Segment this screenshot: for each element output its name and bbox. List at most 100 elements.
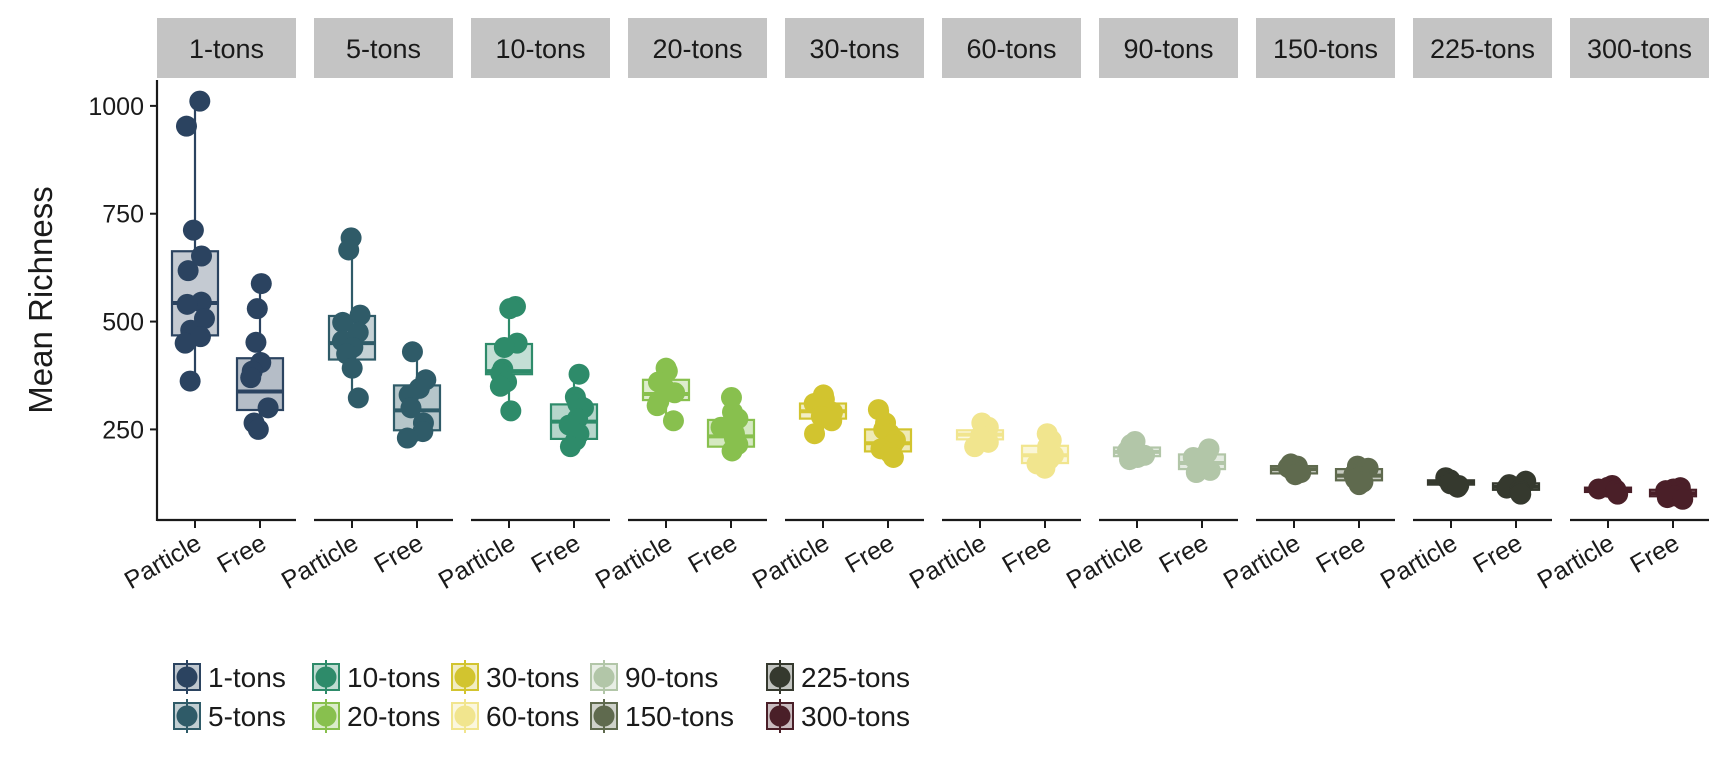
data-point <box>246 298 268 320</box>
data-point <box>821 410 843 432</box>
data-point <box>245 331 267 353</box>
facet-strip <box>1099 18 1238 78</box>
y-axis-label: Mean Richness <box>22 186 59 413</box>
legend-item: 225-tons <box>766 660 910 694</box>
facet-strip-label: 225-tons <box>1430 34 1535 64</box>
facet-strip-label: 300-tons <box>1587 34 1692 64</box>
data-point <box>347 387 369 409</box>
facet-panel: 30-tons Particle Free <box>748 18 924 595</box>
x-tick-label: Particle <box>1376 529 1462 595</box>
facet-strip <box>785 18 924 78</box>
data-point <box>559 436 581 458</box>
legend-key-point <box>769 666 791 688</box>
y-tick-label: 250 <box>102 416 144 444</box>
y-tick-label: 750 <box>102 201 144 229</box>
data-point <box>193 308 215 330</box>
data-point <box>175 115 197 137</box>
data-point <box>1284 464 1306 486</box>
legend-key-point <box>593 705 615 727</box>
data-point <box>396 427 418 449</box>
legend-item: 30-tons <box>451 660 579 694</box>
data-point <box>400 397 422 419</box>
data-point <box>401 341 423 363</box>
data-point <box>721 440 743 462</box>
legend-label: 60-tons <box>486 701 579 732</box>
x-tick-label: Free <box>840 529 899 579</box>
data-point <box>1656 487 1678 509</box>
data-point <box>1510 483 1532 505</box>
data-point <box>338 239 360 261</box>
data-point <box>257 397 279 419</box>
y-tick-label: 500 <box>102 309 144 337</box>
data-point <box>174 332 196 354</box>
facet-panel: 60-tons Particle Free <box>905 18 1081 595</box>
facet-strip <box>1256 18 1395 78</box>
x-tick-label: Free <box>1311 529 1370 579</box>
data-point <box>489 375 511 397</box>
facet-strip-label: 5-tons <box>346 34 421 64</box>
legend-item: 20-tons <box>312 699 440 733</box>
data-point <box>493 336 515 358</box>
x-tick-label: Particle <box>120 529 206 595</box>
facet-strip-label: 30-tons <box>809 34 899 64</box>
legend-key-point <box>176 705 198 727</box>
legend-key-point <box>593 666 615 688</box>
legend-label: 1-tons <box>208 662 286 693</box>
facet-panel: 10-tons Particle Free <box>434 18 610 595</box>
x-tick-label: Particle <box>905 529 991 595</box>
data-point <box>349 304 371 326</box>
y-tick-label: 1000 <box>88 93 144 121</box>
data-point <box>882 446 904 468</box>
facet-strip <box>314 18 453 78</box>
y-axis: 250 500 750 1000 <box>88 80 159 521</box>
x-tick-label: Particle <box>1533 529 1619 595</box>
data-point <box>182 219 204 241</box>
data-point <box>250 273 272 295</box>
data-point <box>664 382 686 404</box>
data-point <box>1034 457 1056 479</box>
legend-item: 1-tons <box>173 660 286 694</box>
data-point <box>332 311 354 333</box>
x-tick-label: Free <box>369 529 428 579</box>
legend-item: 300-tons <box>766 699 910 733</box>
data-point <box>1607 483 1629 505</box>
x-tick-label: Free <box>997 529 1056 579</box>
x-tick-label: Free <box>683 529 742 579</box>
legend-item: 10-tons <box>312 660 440 694</box>
data-point <box>1348 474 1370 496</box>
data-point <box>1447 476 1469 498</box>
data-point <box>179 370 201 392</box>
legend-key-point <box>315 705 337 727</box>
facet-strip-label: 90-tons <box>1123 34 1213 64</box>
legend-key-point <box>769 705 791 727</box>
facet-strip <box>157 18 296 78</box>
data-point <box>341 357 363 379</box>
legend-label: 300-tons <box>801 701 910 732</box>
legend-item: 90-tons <box>590 660 718 694</box>
facet-strip <box>471 18 610 78</box>
facet-panel: 20-tons Particle Free <box>591 18 767 595</box>
facet-panel: 150-tons Particle Free <box>1219 18 1395 595</box>
legend-key-point <box>315 666 337 688</box>
data-point <box>499 298 521 320</box>
legend-label: 150-tons <box>625 701 734 732</box>
facet-strip <box>942 18 1081 78</box>
x-tick-label: Particle <box>591 529 677 595</box>
facet-panel: 5-tons Particle Free <box>277 18 453 595</box>
facet-strip-label: 10-tons <box>495 34 585 64</box>
data-point <box>189 90 211 112</box>
x-tick-label: Particle <box>434 529 520 595</box>
data-point <box>964 436 986 458</box>
data-point <box>568 363 590 385</box>
legend-label: 5-tons <box>208 701 286 732</box>
data-point <box>1118 449 1140 471</box>
legend-label: 10-tons <box>347 662 440 693</box>
data-point <box>646 395 668 417</box>
x-tick-label: Particle <box>1062 529 1148 595</box>
facet-panel: 225-tons Particle Free <box>1376 18 1552 595</box>
legend-item: 5-tons <box>173 699 286 733</box>
data-point <box>191 245 213 267</box>
x-tick-label: Particle <box>748 529 834 595</box>
facet-strip <box>628 18 767 78</box>
